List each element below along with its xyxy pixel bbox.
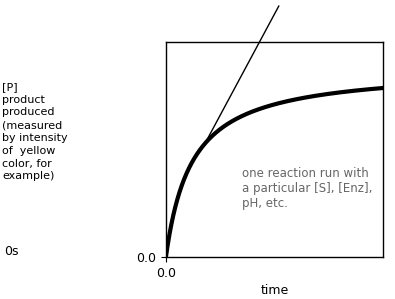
Text: Initial
reaction
rate: Initial reaction rate (205, 0, 316, 144)
Text: one reaction run with
a particular [S], [Enz],
pH, etc.: one reaction run with a particular [S], … (242, 167, 372, 210)
Text: [P]
product
produced
(measured
by intensity
of  yellow
color, for
example): [P] product produced (measured by intens… (2, 82, 68, 181)
X-axis label: time: time (260, 284, 289, 297)
Text: 0s: 0s (4, 245, 19, 258)
